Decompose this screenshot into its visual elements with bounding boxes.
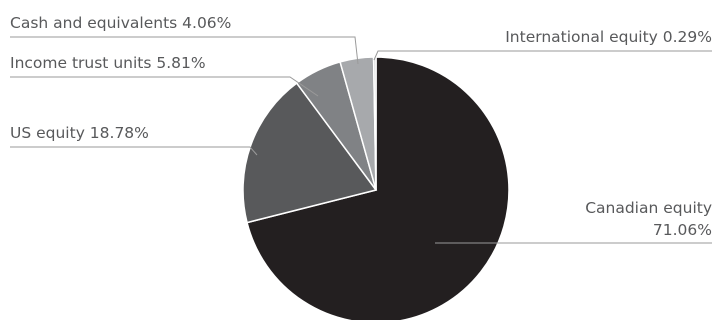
slice-labels: Canadian equity 71.06% US equity 18.78% Inc… [10,14,712,239]
slice-label: 71.06% [653,221,712,239]
leader-line [10,76,319,97]
pie-slices [242,56,510,320]
slice-label: Income trust units 5.81% [10,54,206,72]
leader-line [10,36,359,65]
slice-label: Cash and equivalents 4.06% [10,14,231,32]
slice-label: Canadian equity [585,199,712,217]
slice-label: International equity 0.29% [505,28,712,46]
leader-lines [10,36,712,244]
pie-slice-us-equity [242,82,378,224]
slice-label: US equity 18.78% [10,124,149,142]
pie-slice-canadian-equity [246,56,510,320]
leader-line [373,50,712,61]
leader-line [10,146,258,156]
